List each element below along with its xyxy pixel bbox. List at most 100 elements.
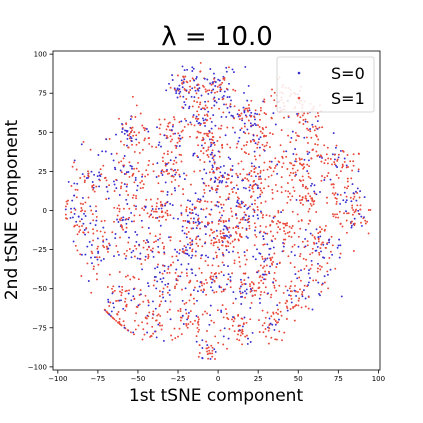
point-s1 bbox=[256, 143, 259, 146]
point-s0 bbox=[219, 165, 222, 168]
point-s1 bbox=[197, 106, 200, 108]
point-s1 bbox=[117, 161, 120, 164]
point-s1 bbox=[125, 172, 127, 175]
point-s0 bbox=[222, 335, 225, 338]
point-s1 bbox=[210, 138, 213, 141]
point-s0 bbox=[214, 124, 217, 127]
point-s1 bbox=[213, 162, 216, 165]
point-s1 bbox=[135, 208, 137, 210]
point-s1 bbox=[321, 175, 323, 177]
point-s1 bbox=[97, 263, 100, 266]
point-s1 bbox=[229, 207, 232, 210]
point-s1 bbox=[168, 271, 171, 274]
point-s1 bbox=[200, 271, 203, 274]
point-s0 bbox=[256, 187, 259, 190]
point-s1 bbox=[182, 80, 185, 83]
point-s1 bbox=[211, 352, 214, 355]
point-s1 bbox=[209, 117, 212, 120]
point-s1 bbox=[329, 250, 332, 253]
point-s1 bbox=[338, 210, 341, 213]
point-s0 bbox=[228, 236, 231, 239]
point-s1 bbox=[293, 305, 296, 308]
point-s1 bbox=[225, 244, 227, 247]
point-s1 bbox=[271, 263, 274, 266]
point-s1 bbox=[289, 285, 292, 288]
point-s1 bbox=[282, 162, 285, 165]
point-s1 bbox=[237, 333, 239, 336]
point-s1 bbox=[260, 290, 263, 293]
point-s1 bbox=[206, 347, 209, 350]
point-s1 bbox=[226, 143, 229, 146]
point-s1 bbox=[262, 266, 264, 269]
point-s1 bbox=[294, 158, 297, 160]
point-s0 bbox=[92, 186, 95, 189]
point-s0 bbox=[209, 153, 212, 156]
point-s0 bbox=[123, 132, 126, 135]
point-s1 bbox=[135, 104, 138, 107]
point-s1 bbox=[264, 278, 267, 281]
point-s1 bbox=[261, 132, 264, 135]
point-s1 bbox=[261, 276, 264, 279]
point-s1 bbox=[143, 129, 146, 132]
point-s0 bbox=[317, 236, 320, 239]
point-s0 bbox=[237, 188, 239, 191]
point-s0 bbox=[258, 146, 261, 149]
point-s1 bbox=[249, 318, 252, 321]
point-s1 bbox=[154, 210, 157, 213]
point-s1 bbox=[266, 311, 269, 314]
point-s0 bbox=[211, 151, 213, 154]
point-s0 bbox=[188, 107, 190, 110]
point-s1 bbox=[293, 243, 296, 246]
point-s1 bbox=[208, 234, 211, 237]
point-s1 bbox=[172, 123, 175, 126]
point-s1 bbox=[289, 294, 292, 297]
point-s1 bbox=[284, 232, 287, 235]
point-s0 bbox=[232, 250, 234, 253]
point-s0 bbox=[202, 195, 205, 198]
point-s1 bbox=[138, 131, 140, 134]
point-s0 bbox=[234, 297, 237, 300]
point-s1 bbox=[235, 192, 238, 194]
point-s1 bbox=[238, 118, 241, 121]
point-s1 bbox=[286, 182, 289, 185]
point-s1 bbox=[131, 143, 133, 146]
point-s0 bbox=[272, 246, 275, 249]
point-s1 bbox=[253, 244, 256, 247]
point-s0 bbox=[208, 189, 211, 192]
point-s0 bbox=[191, 243, 194, 246]
point-s1 bbox=[273, 286, 276, 289]
point-s0 bbox=[360, 224, 363, 227]
point-s1 bbox=[133, 167, 135, 170]
point-s1 bbox=[151, 313, 154, 315]
point-s1 bbox=[229, 286, 232, 289]
point-s0 bbox=[170, 129, 173, 131]
point-s0 bbox=[251, 203, 254, 206]
point-s1 bbox=[93, 190, 96, 193]
point-s1 bbox=[218, 107, 221, 110]
point-s0 bbox=[254, 118, 256, 121]
point-s1 bbox=[118, 210, 121, 213]
point-s0 bbox=[107, 301, 110, 303]
x-tick-label: 0 bbox=[216, 375, 220, 383]
point-s1 bbox=[185, 210, 188, 213]
point-s1 bbox=[213, 321, 215, 324]
point-s0 bbox=[311, 182, 313, 185]
point-s1 bbox=[218, 272, 220, 275]
point-s1 bbox=[291, 195, 294, 198]
point-s1 bbox=[244, 177, 247, 180]
point-s0 bbox=[130, 256, 133, 259]
point-s1 bbox=[135, 312, 138, 315]
point-s1 bbox=[304, 305, 307, 308]
point-s1 bbox=[169, 86, 172, 89]
point-s0 bbox=[84, 253, 87, 256]
point-s0 bbox=[186, 243, 189, 246]
point-s1 bbox=[291, 210, 294, 213]
point-s1 bbox=[185, 206, 188, 209]
y-tick-label: 50 bbox=[38, 129, 47, 137]
point-s0 bbox=[343, 191, 346, 194]
point-s0 bbox=[339, 149, 342, 152]
point-s0 bbox=[147, 241, 150, 244]
point-s1 bbox=[333, 161, 336, 164]
point-s1 bbox=[241, 330, 244, 333]
x-tick-label: −75 bbox=[90, 375, 105, 383]
